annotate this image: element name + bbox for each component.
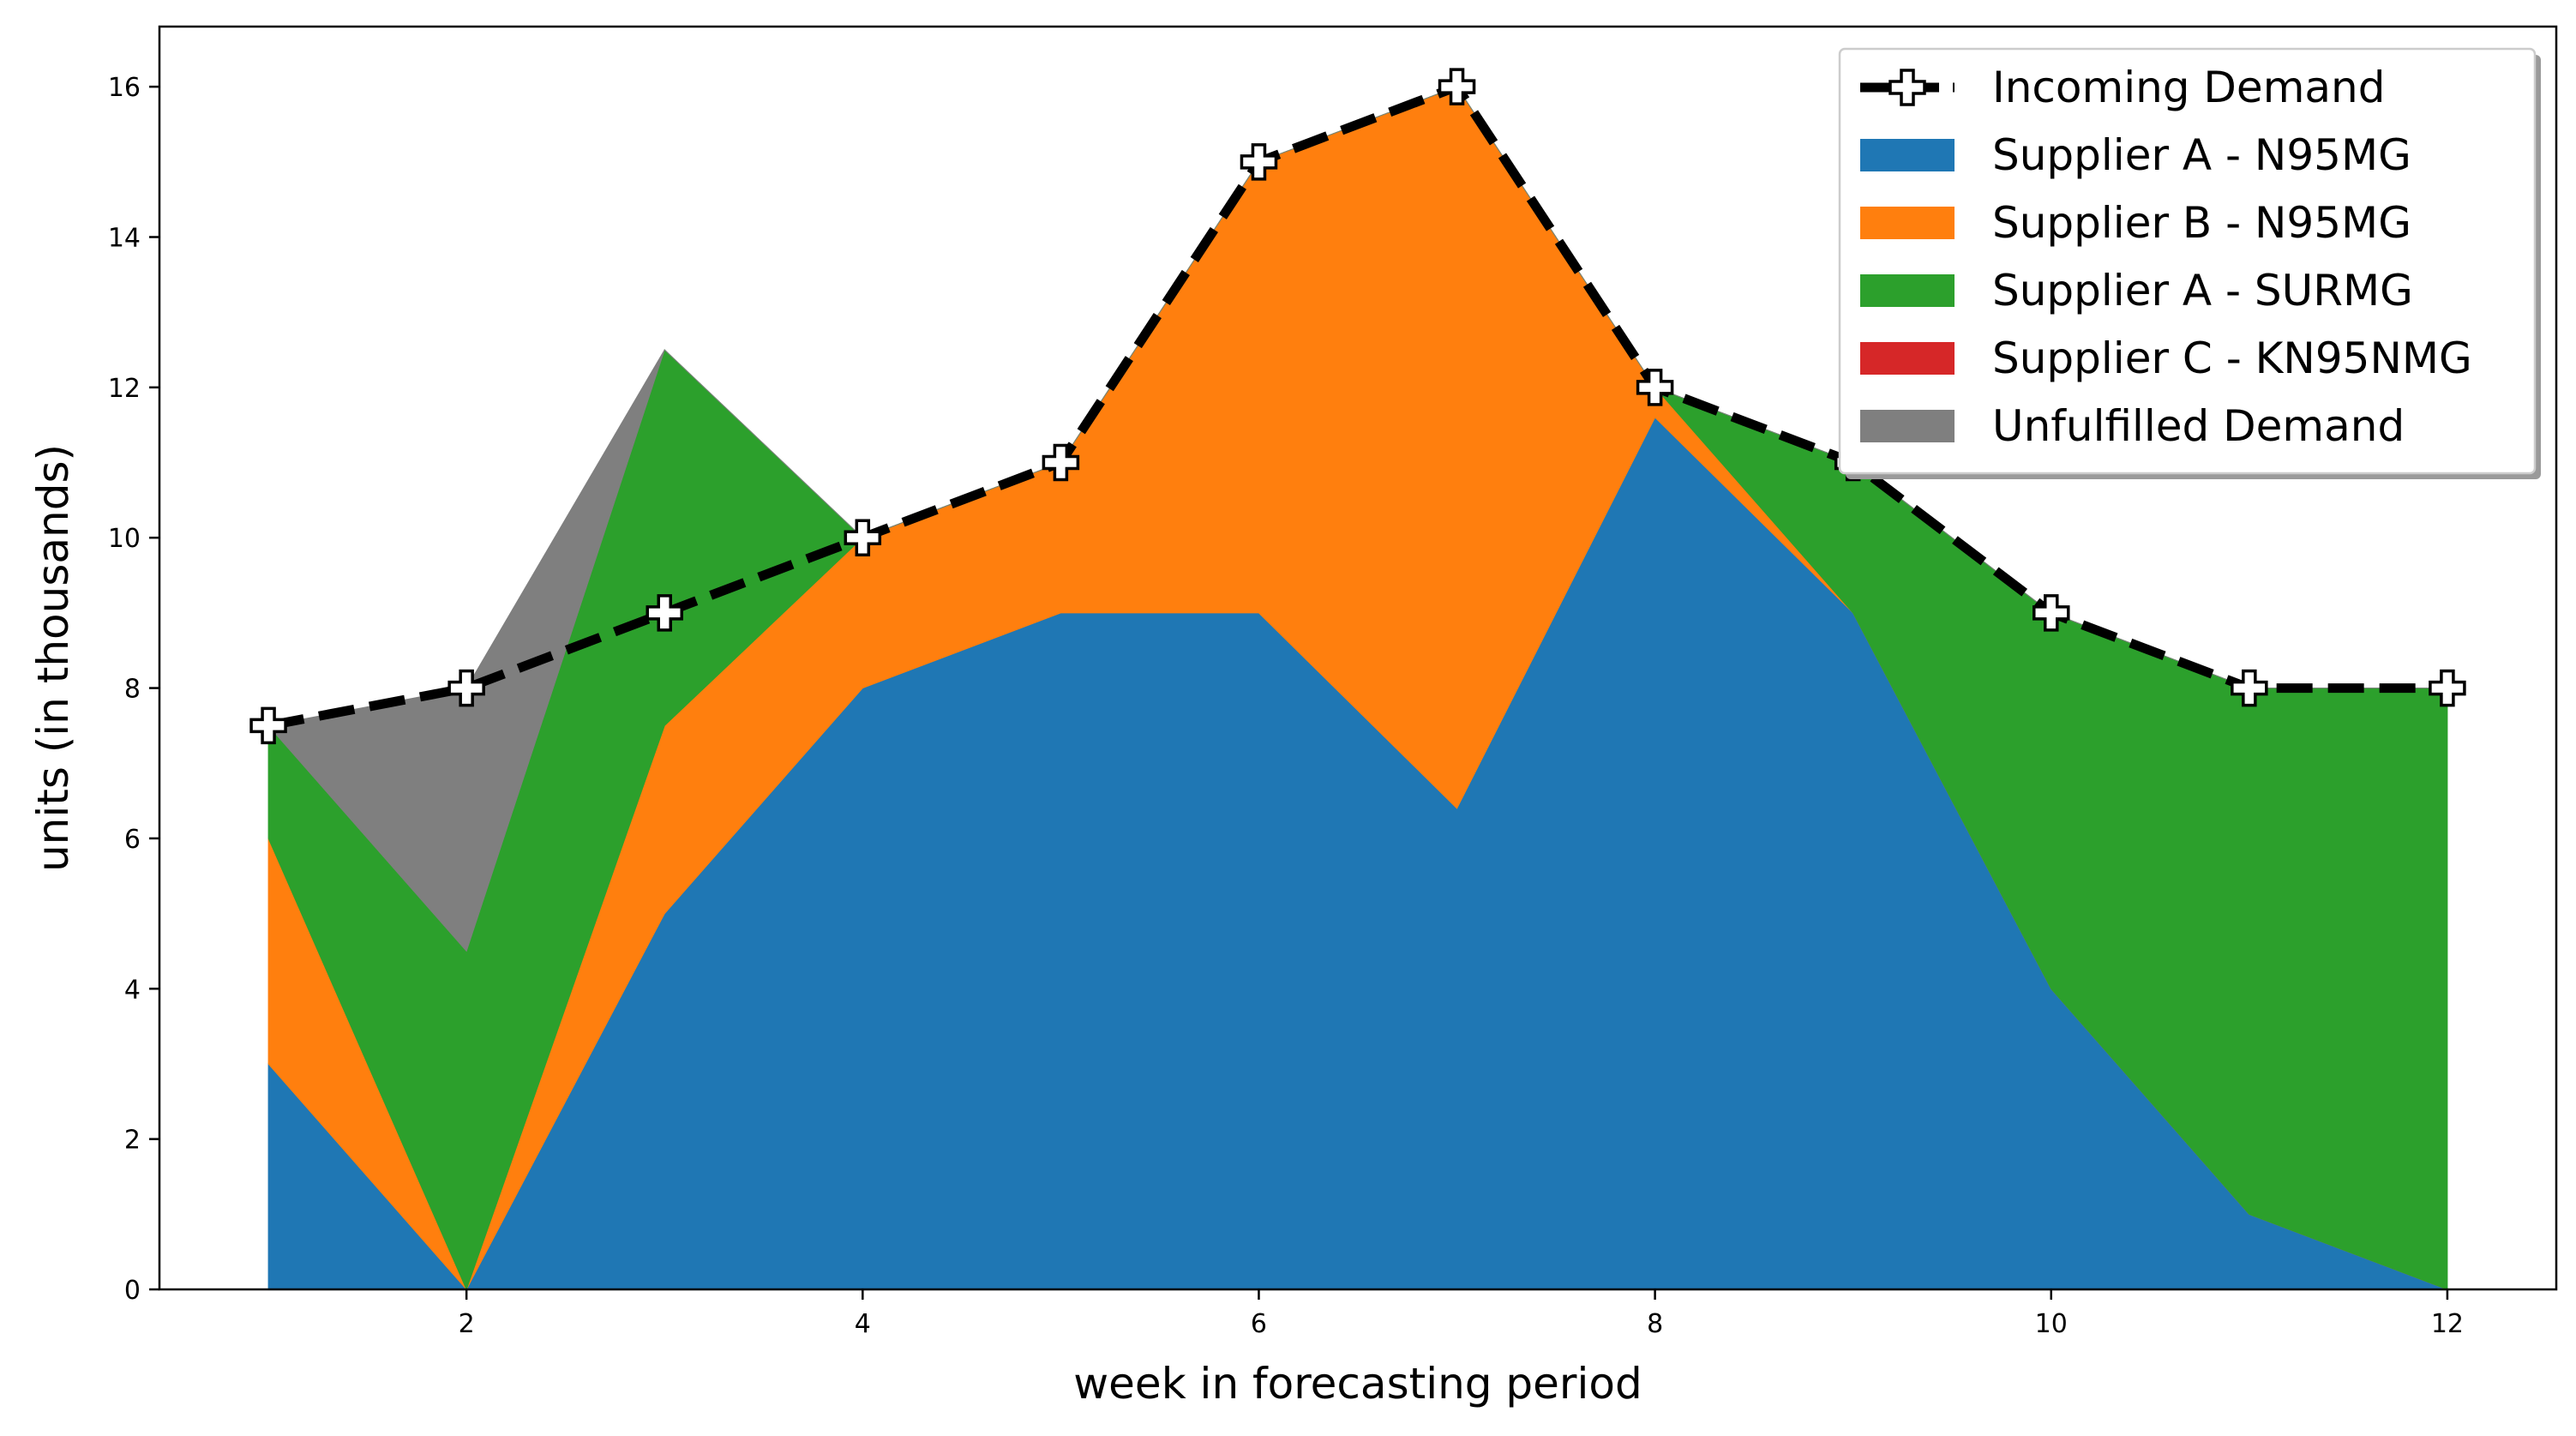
y-tick-label: 10 [108,524,141,554]
demand-point [2231,669,2268,707]
y-tick-label: 12 [108,374,141,404]
legend-frame [1838,47,2537,475]
y-tick-label: 4 [124,975,141,1005]
demand-point [2429,669,2466,707]
x-tick-label: 12 [2431,1309,2464,1339]
demand-point [646,594,683,632]
legend-swatch [1860,139,1955,171]
legend: Incoming Demand Supplier A - N95MG Supplie… [1838,47,2541,479]
legend-label: Incoming Demand [1992,63,2385,112]
demand-point [447,669,485,707]
x-tick-label: 4 [855,1309,871,1339]
demand-point [1240,143,1278,181]
y-tick-label: 16 [108,73,141,103]
legend-label: Unfulfilled Demand [1992,401,2405,451]
demand-point [844,519,882,556]
y-axis-ticks: 0 2 4 6 8 10 12 14 16 [108,73,159,1306]
legend-swatch [1860,410,1955,442]
area-unfulfilled-demand [267,86,2447,952]
x-axis-ticks: 2 4 6 8 10 12 [459,1289,2464,1339]
y-tick-label: 2 [124,1126,141,1156]
y-tick-label: 6 [124,825,141,855]
legend-label: Supplier A - N95MG [1992,130,2411,180]
x-tick-label: 6 [1251,1309,1267,1339]
x-tick-label: 2 [459,1309,475,1339]
y-tick-label: 8 [124,675,141,705]
x-tick-label: 8 [1647,1309,1663,1339]
legend-label: Supplier C - KN95NMG [1992,333,2472,383]
demand-line-layer [249,68,2466,745]
demand-line [267,81,2447,730]
legend-swatch [1860,274,1955,307]
demand-point [1636,369,1674,406]
axes-frame [158,25,2558,1291]
legend-swatch [1860,207,1955,239]
legend-label: Supplier B - N95MG [1992,198,2411,248]
y-tick-label: 14 [108,224,141,254]
legend-marker [1888,69,1926,106]
demand-point [249,706,287,745]
y-axis-title: units (in thousands) [28,444,78,872]
x-axis-title: week in forecasting period [1073,1359,1642,1409]
legend-swatch [1860,342,1955,375]
demand-point [2033,594,2070,632]
demand-point [1042,443,1080,482]
y-tick-label: 0 [124,1276,141,1306]
demand-point [1438,68,1476,105]
legend-label: Supplier A - SURMG [1992,266,2413,315]
x-tick-label: 10 [2035,1309,2068,1339]
